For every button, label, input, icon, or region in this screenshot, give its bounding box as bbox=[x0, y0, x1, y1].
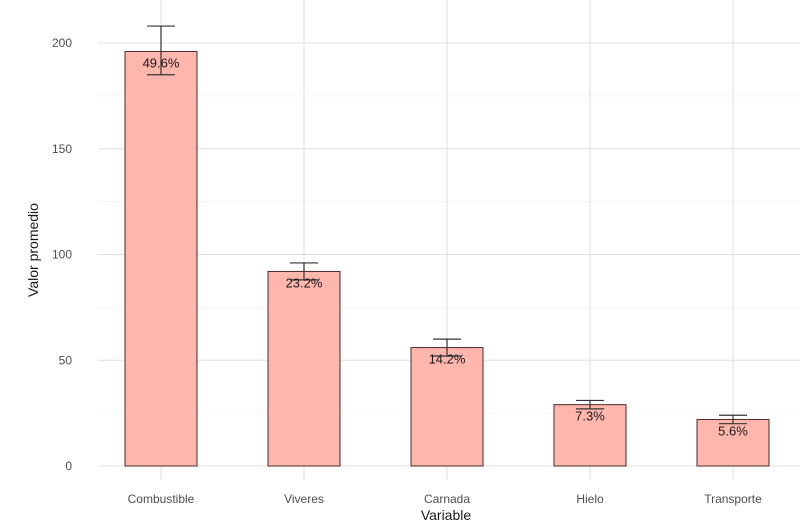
bar bbox=[267, 270, 341, 467]
bars bbox=[124, 50, 770, 467]
error-bars bbox=[147, 25, 747, 425]
y-tick-label: 50 bbox=[59, 353, 73, 367]
y-tick-label: 150 bbox=[52, 142, 72, 156]
bar bbox=[124, 50, 198, 467]
x-axis-title: Variable bbox=[421, 507, 472, 523]
data-label: 14.2% bbox=[429, 352, 466, 367]
data-label: 5.6% bbox=[718, 423, 748, 438]
y-tick-labels: 0 50 100 150 200 bbox=[52, 36, 72, 473]
data-label: 7.3% bbox=[575, 409, 605, 424]
bar bbox=[553, 404, 627, 467]
y-axis-title: Valor promedio bbox=[25, 203, 41, 297]
y-tick-label: 200 bbox=[52, 36, 72, 50]
x-tick-label: Transporte bbox=[704, 492, 762, 506]
data-label: 49.6% bbox=[143, 55, 180, 70]
bar bbox=[696, 418, 770, 467]
y-tick-label: 0 bbox=[65, 459, 72, 473]
bar bbox=[410, 347, 484, 467]
data-label: 23.2% bbox=[286, 275, 323, 290]
x-tick-label: Carnada bbox=[424, 492, 470, 506]
x-tick-labels: Combustible Viveres Carnada Hielo Transporte bbox=[128, 492, 762, 506]
y-tick-label: 100 bbox=[52, 248, 72, 262]
x-tick-label: Combustible bbox=[128, 492, 195, 506]
data-labels: 49.6% 23.2% 14.2% 7.3% 5.6% bbox=[143, 55, 749, 438]
x-tick-label: Viveres bbox=[284, 492, 324, 506]
x-tick-label: Hielo bbox=[576, 492, 604, 506]
